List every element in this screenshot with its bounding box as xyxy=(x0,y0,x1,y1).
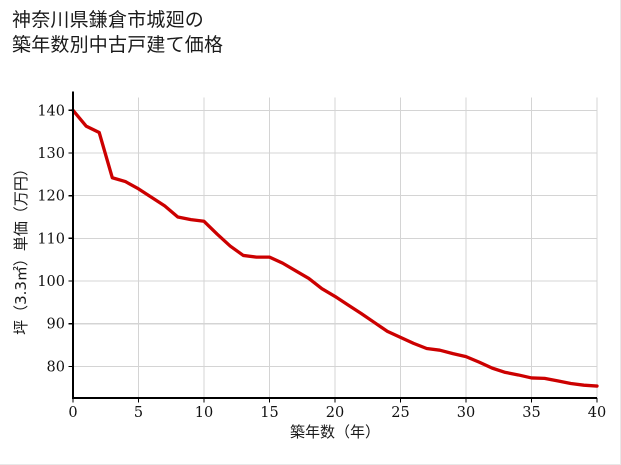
x-tick-label: 20 xyxy=(326,405,344,421)
x-axis-title: 築年数（年） xyxy=(290,423,380,441)
chart-title: 神奈川県鎌倉市城廻の 築年数別中古戸建て価格 xyxy=(12,8,223,58)
x-tick-label: 5 xyxy=(134,405,143,421)
y-tick-label: 140 xyxy=(37,103,65,119)
x-tick-label: 25 xyxy=(391,405,409,421)
y-axis-title: 坪（3.3㎡）単価（万円） xyxy=(12,161,30,335)
y-tick-label: 100 xyxy=(37,274,65,290)
y-tick-labels-group: 80 90 100 110 120 130 140 xyxy=(37,103,65,375)
x-tick-label: 0 xyxy=(68,405,77,421)
price-line-series xyxy=(71,108,599,388)
chart-title-line-2: 築年数別中古戸建て価格 xyxy=(12,34,224,57)
y-tick-label: 120 xyxy=(37,189,65,205)
y-tick-label: 80 xyxy=(47,359,65,375)
series-group xyxy=(71,108,599,388)
y-tick-label: 130 xyxy=(37,146,65,162)
y-tick-label: 90 xyxy=(47,317,65,333)
gridlines-group xyxy=(73,97,598,398)
x-tick-label: 10 xyxy=(195,405,213,421)
chart-title-line-1: 神奈川県鎌倉市城廻の xyxy=(12,9,205,31)
x-tick-label: 30 xyxy=(457,405,475,421)
x-tick-label: 40 xyxy=(588,405,606,421)
x-tick-labels-group: 0 5 10 15 20 25 30 35 40 xyxy=(68,405,606,421)
x-tick-label: 15 xyxy=(260,405,278,421)
x-tick-label: 35 xyxy=(522,405,540,421)
y-tick-label: 110 xyxy=(37,231,65,247)
axis-spines-group xyxy=(71,91,597,400)
tickmarks-group xyxy=(68,109,598,403)
